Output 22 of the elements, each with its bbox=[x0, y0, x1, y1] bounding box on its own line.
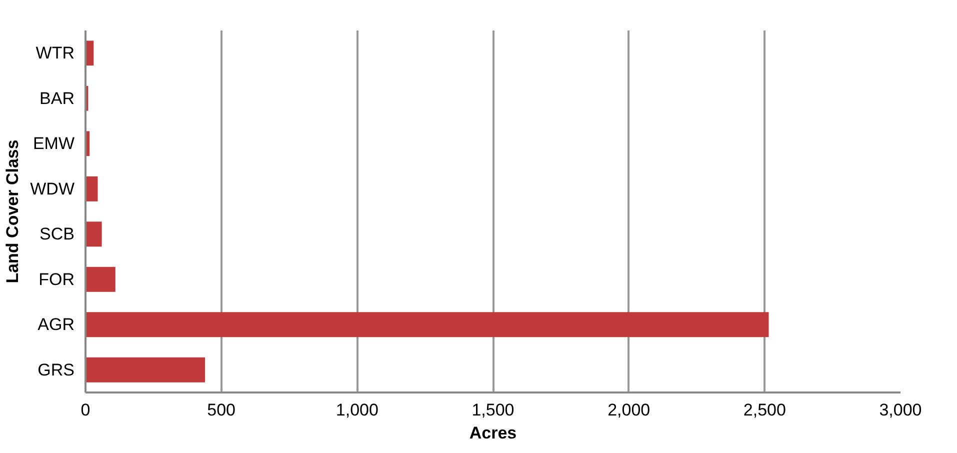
bar bbox=[86, 357, 206, 382]
y-tick-label: WTR bbox=[36, 44, 75, 63]
y-tick-label: WDW bbox=[30, 179, 75, 198]
y-axis-title: Land Cover Class bbox=[3, 140, 22, 284]
x-tick-label: 3,000 bbox=[879, 400, 922, 420]
bar bbox=[86, 176, 98, 202]
x-tick-label: 500 bbox=[207, 400, 236, 420]
y-tick-label: BAR bbox=[40, 88, 75, 108]
x-tick-label: 2,500 bbox=[743, 400, 786, 420]
y-tick-label: FOR bbox=[38, 270, 75, 289]
x-tick-label: 2,000 bbox=[608, 400, 650, 420]
x-tick-label: 1,500 bbox=[472, 400, 514, 420]
y-tick-label: GRS bbox=[38, 360, 75, 380]
y-tick-label: EMW bbox=[32, 134, 74, 154]
bar bbox=[86, 266, 116, 292]
x-axis-title: Acres bbox=[469, 424, 517, 442]
bar bbox=[86, 222, 102, 247]
x-tick-label: 1,000 bbox=[336, 400, 378, 420]
y-tick-label: SCB bbox=[40, 224, 75, 244]
bar bbox=[86, 312, 769, 338]
x-tick-label: 0 bbox=[80, 400, 90, 420]
y-tick-label: AGR bbox=[38, 315, 75, 334]
